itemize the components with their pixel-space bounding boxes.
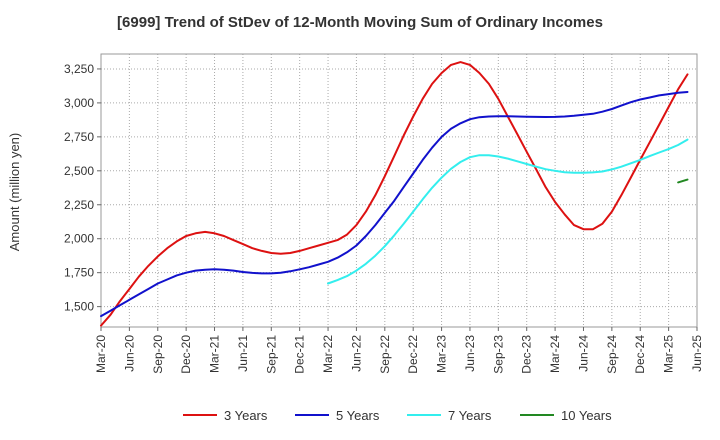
y-tick-label: 2,750 bbox=[64, 130, 94, 144]
series-line-5-years bbox=[100, 91, 689, 318]
grid-lines bbox=[100, 54, 698, 327]
x-tick-label: Sep-23 bbox=[491, 335, 505, 374]
x-tick-label: Mar-24 bbox=[548, 335, 562, 373]
x-tick-label: Mar-23 bbox=[435, 335, 449, 373]
x-tick-label: Sep-24 bbox=[605, 335, 619, 374]
y-tick-label: 1,500 bbox=[64, 300, 94, 314]
legend: 3 Years 5 Years 7 Years 10 Years bbox=[183, 408, 612, 423]
x-tick-label: Mar-22 bbox=[321, 335, 335, 373]
y-tick-label: 3,000 bbox=[64, 96, 94, 110]
legend-label: 3 Years bbox=[224, 408, 268, 423]
x-tick-label: Jun-23 bbox=[463, 335, 477, 372]
x-tick-label: Jun-21 bbox=[236, 335, 250, 372]
series-layer bbox=[100, 61, 689, 327]
x-tick-label: Mar-21 bbox=[208, 335, 222, 373]
x-tick-label: Jun-25 bbox=[690, 335, 704, 372]
y-tick-label: 2,500 bbox=[64, 164, 94, 178]
y-axis: 1,500 1,750 2,000 2,250 2,500 2,750 3,000 3,250 bbox=[64, 62, 101, 314]
y-tick-label: 2,000 bbox=[64, 232, 94, 246]
x-tick-label: Dec-23 bbox=[520, 335, 534, 374]
chart-title: [6999] Trend of StDev of 12-Month Moving… bbox=[117, 14, 603, 31]
legend-label: 7 Years bbox=[448, 408, 492, 423]
legend-label: 10 Years bbox=[561, 408, 612, 423]
x-tick-label: Dec-20 bbox=[179, 335, 193, 374]
x-tick-label: Dec-22 bbox=[406, 335, 420, 374]
series-line-7-years bbox=[327, 138, 689, 285]
x-tick-label: Jun-20 bbox=[122, 335, 136, 372]
y-tick-label: 2,250 bbox=[64, 198, 94, 212]
x-tick-label: Dec-21 bbox=[293, 335, 307, 374]
x-tick-label: Mar-25 bbox=[662, 335, 676, 373]
legend-label: 5 Years bbox=[336, 408, 380, 423]
x-tick-label: Sep-20 bbox=[151, 335, 165, 374]
y-axis-title: Amount (million yen) bbox=[7, 133, 22, 252]
x-tick-label: Mar-20 bbox=[94, 335, 108, 373]
series-line-3-years bbox=[100, 61, 689, 327]
y-tick-label: 1,750 bbox=[64, 266, 94, 280]
y-tick-label: 3,250 bbox=[64, 62, 94, 76]
x-axis: Mar-20 Jun-20 Sep-20 Dec-20 Mar-21 Jun-21 Sep-… bbox=[94, 327, 704, 374]
plot-frame bbox=[100, 53, 698, 328]
series-line-10-years bbox=[677, 178, 689, 184]
x-tick-label: Sep-21 bbox=[264, 335, 278, 374]
x-tick-label: Sep-22 bbox=[378, 335, 392, 374]
x-tick-label: Dec-24 bbox=[633, 335, 647, 374]
x-tick-label: Jun-22 bbox=[349, 335, 363, 372]
x-tick-label: Jun-24 bbox=[576, 335, 590, 372]
